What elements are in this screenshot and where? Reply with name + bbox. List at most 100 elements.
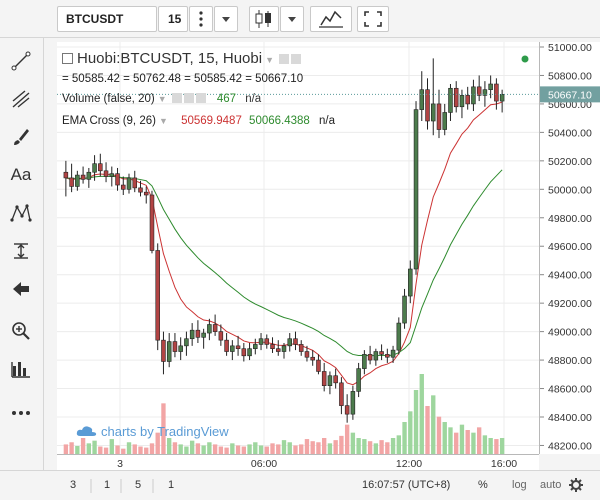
settings-mini-icon[interactable] — [183, 93, 194, 103]
candle-body — [247, 348, 252, 357]
volume-bar — [270, 443, 275, 454]
percent-toggle[interactable]: % — [478, 479, 488, 491]
candle-body — [436, 103, 442, 130]
zoom-in-icon[interactable] — [5, 316, 37, 346]
candle-body — [488, 83, 493, 90]
candle-body — [115, 173, 120, 186]
candle-body — [270, 344, 275, 349]
candle-body — [241, 348, 247, 357]
ema-label: EMA Cross (9, 26) — [62, 115, 156, 127]
settings-gear-icon[interactable] — [568, 477, 584, 493]
candle-body — [298, 344, 304, 352]
volume-bar — [476, 427, 482, 454]
volume-bar — [98, 446, 103, 454]
volume-bar — [419, 374, 424, 454]
volume-bar — [247, 444, 252, 454]
volume-bar — [304, 439, 310, 454]
time-scale[interactable]: 3 06:00 12:00 16:00 — [57, 454, 539, 470]
volume-bar — [385, 442, 390, 454]
symbol-search-input[interactable]: BTCUSDT — [57, 6, 157, 32]
range-5m-button[interactable]: 5 — [135, 479, 142, 491]
interval-button[interactable]: 15 — [158, 6, 188, 32]
price-chart[interactable] — [57, 42, 539, 454]
close-mini-icon[interactable] — [291, 54, 301, 64]
series-toggle-icon[interactable] — [62, 53, 73, 64]
candle-body — [86, 171, 92, 180]
pattern-icon[interactable] — [5, 198, 37, 228]
chart-type-dropdown-button[interactable] — [280, 6, 304, 32]
eye-mini-icon[interactable] — [171, 93, 182, 103]
candle-body — [327, 375, 333, 386]
brush-icon[interactable] — [5, 122, 37, 152]
volume-na: n/a — [245, 93, 262, 105]
candle-body — [419, 89, 425, 110]
volume-bar — [482, 435, 488, 454]
tradingview-watermark[interactable]: charts by TradingView — [76, 424, 229, 439]
chart-type-button[interactable] — [249, 6, 279, 32]
volume-bar — [161, 403, 166, 454]
volume-legend[interactable]: Volume (false, 20) ▼ 467 n/a — [62, 93, 261, 105]
candle-body — [430, 103, 436, 122]
volume-bar — [350, 432, 356, 454]
range-3d-button[interactable]: 3 — [70, 479, 77, 491]
time-tick-label: 06:00 — [251, 458, 277, 470]
candle-body — [80, 174, 86, 180]
price-tick-label: 49600.00 — [548, 241, 592, 253]
indicators-button[interactable] — [310, 6, 352, 32]
caret-down-icon[interactable]: ▼ — [158, 116, 168, 126]
measure-icon[interactable] — [5, 236, 37, 266]
volume-bar — [172, 442, 178, 454]
ema-legend[interactable]: EMA Cross (9, 26) ▼ 50569.9487 50066.4388… — [62, 115, 335, 127]
drawing-toolbar: Aa — [0, 0, 44, 470]
candle-body — [442, 112, 447, 130]
candle-body — [276, 348, 281, 352]
more-tools-icon[interactable] — [5, 398, 37, 428]
volume-bar — [310, 441, 315, 454]
candle-body — [161, 339, 166, 362]
fullscreen-button[interactable] — [357, 6, 389, 32]
close-mini-icon[interactable] — [195, 93, 206, 103]
volume-bar — [293, 445, 298, 454]
text-tool-icon[interactable]: Aa — [10, 165, 32, 184]
interval-menu-button[interactable] — [189, 6, 213, 32]
candle-body — [69, 177, 74, 187]
volume-bar — [459, 424, 465, 454]
volume-bar — [431, 395, 436, 454]
log-toggle[interactable]: log — [512, 479, 527, 491]
candle-body — [402, 295, 407, 324]
ohlc-values: = 50585.42 = 50762.48 = 50585.42 = 50667… — [62, 73, 304, 85]
candle-body — [195, 329, 201, 338]
arrow-left-icon[interactable] — [5, 274, 37, 304]
candle-body — [408, 268, 413, 297]
candle-body — [178, 345, 183, 352]
magnet-icon[interactable] — [5, 354, 37, 384]
volume-bar — [149, 443, 155, 454]
clock-display[interactable]: 16:07:57 (UTC+8) — [362, 479, 451, 491]
settings-mini-icon[interactable] — [279, 54, 289, 64]
volume-bar — [402, 422, 407, 454]
candle-body — [138, 187, 143, 193]
bottom-toolbar: 3 1 5 1 16:07:57 (UTC+8) % log auto — [0, 470, 600, 500]
price-tick-label: 50400.00 — [548, 127, 592, 139]
price-tick-label: 50800.00 — [548, 70, 592, 82]
price-scale[interactable]: 51000.00 50800.00 50600.00 50400.00 50200.00… — [539, 42, 600, 454]
volume-bar — [448, 427, 453, 454]
auto-toggle[interactable]: auto — [540, 479, 562, 491]
range-1y-button[interactable]: 1 — [168, 479, 175, 491]
caret-down-icon[interactable]: ▼ — [157, 94, 167, 104]
candle-body — [143, 191, 149, 196]
volume-bar — [155, 432, 160, 454]
trend-line-icon[interactable] — [5, 46, 37, 76]
time-tick-label: 16:00 — [491, 458, 517, 470]
candle-body — [482, 89, 488, 96]
range-1m-button[interactable]: 1 — [104, 479, 111, 491]
candle-body — [149, 194, 155, 251]
candle-body — [63, 171, 69, 179]
interval-dropdown-button[interactable] — [214, 6, 238, 32]
symbol-legend[interactable]: Huobi:BTCUSDT, 15, Huobi ▼ — [62, 50, 301, 67]
candle-body — [333, 375, 338, 384]
chart-pane[interactable] — [57, 42, 539, 454]
caret-down-icon[interactable]: ▼ — [265, 55, 274, 65]
candle-body — [235, 345, 241, 349]
pitchfork-icon[interactable] — [5, 84, 37, 114]
